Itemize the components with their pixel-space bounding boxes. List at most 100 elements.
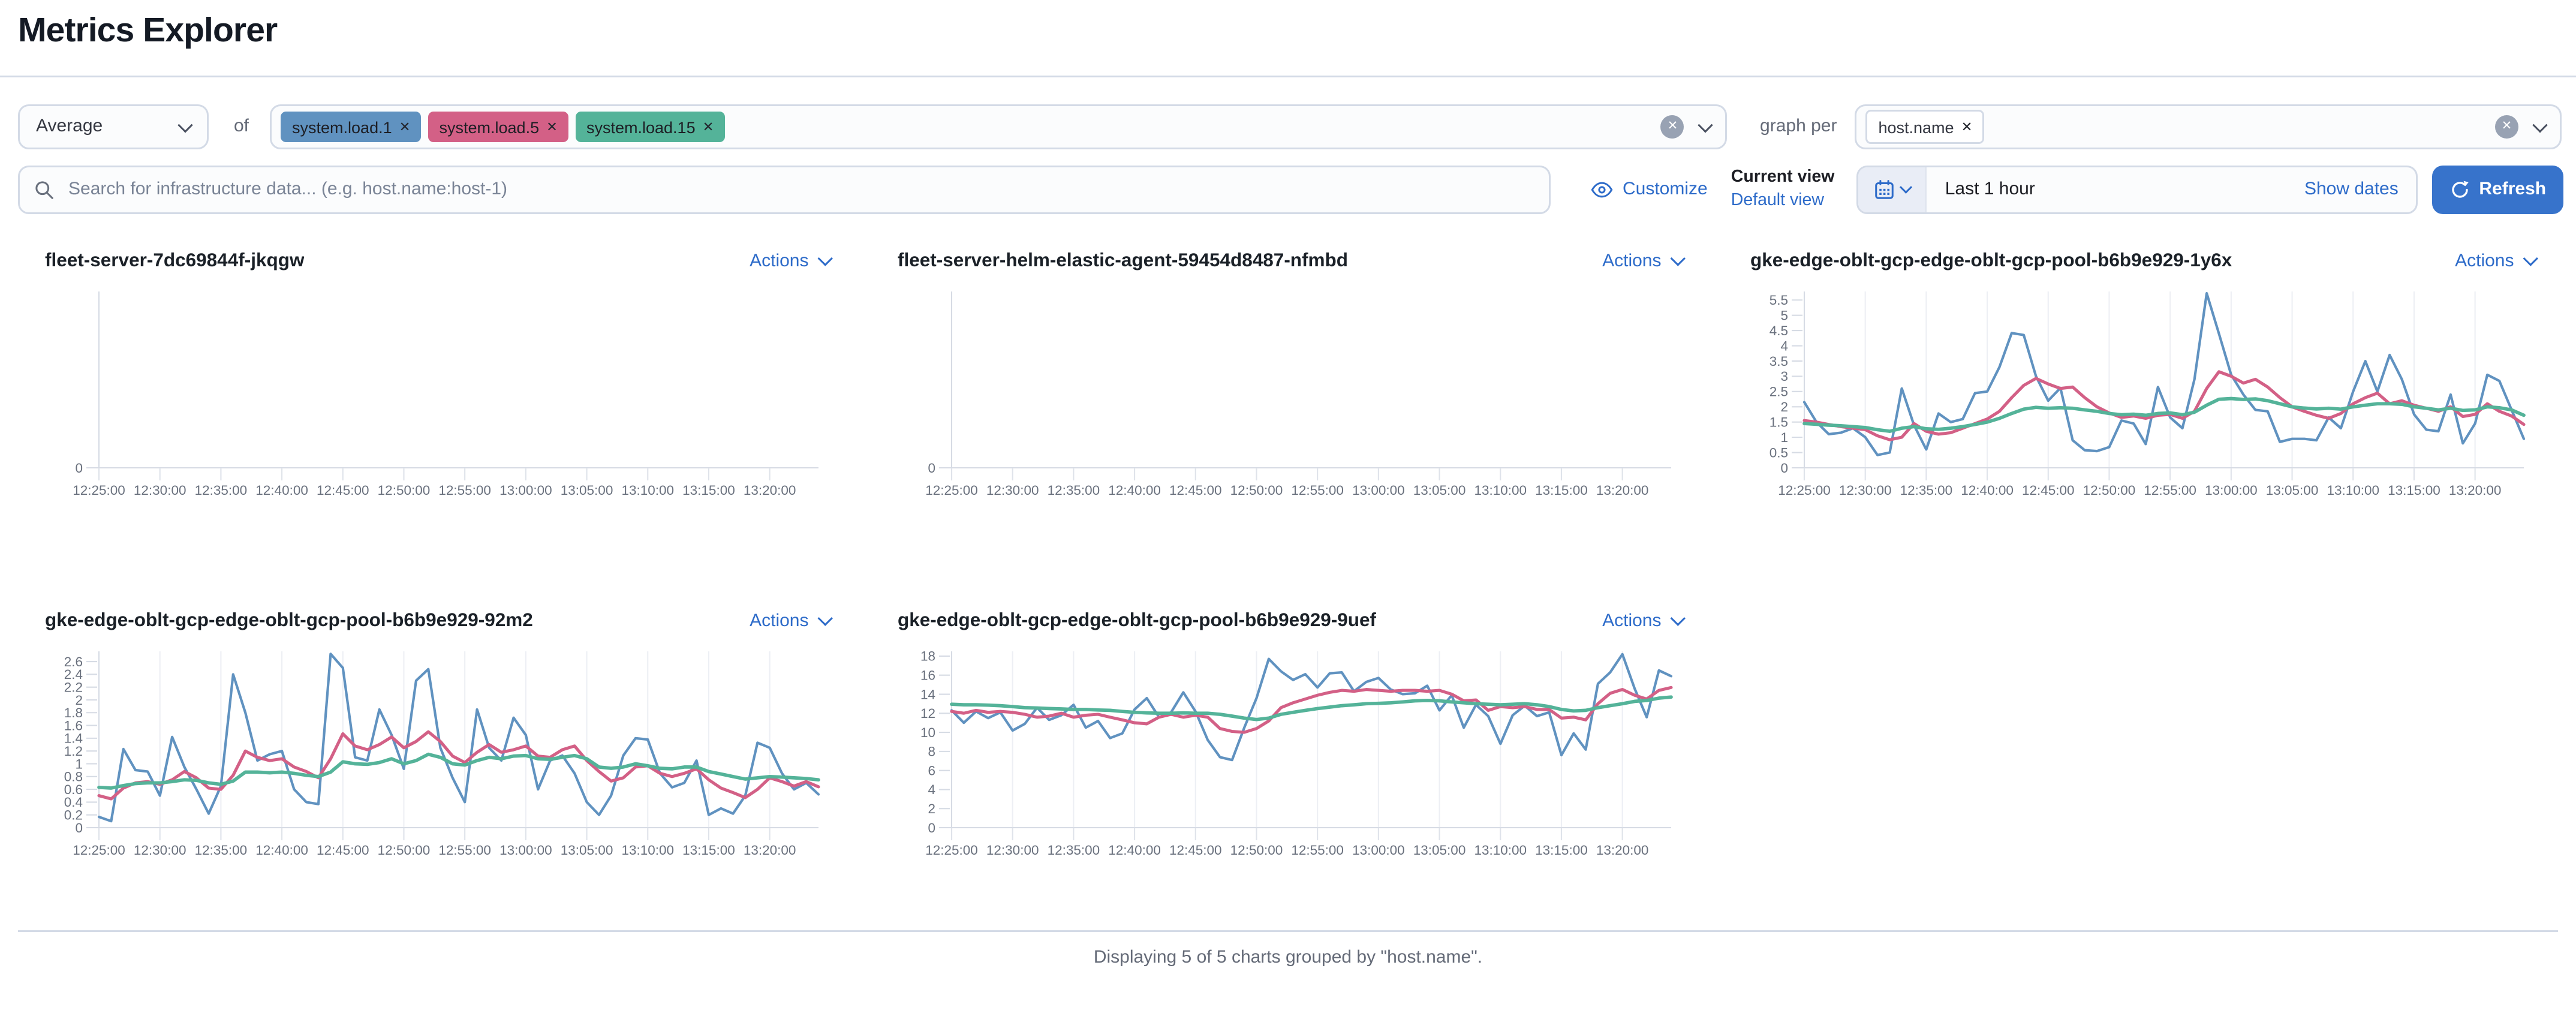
badge-remove-icon[interactable]: ✕ bbox=[1961, 119, 1973, 135]
series-system.load.1 bbox=[1802, 291, 2526, 456]
badge-remove-icon[interactable]: ✕ bbox=[399, 119, 411, 135]
chart-actions-label: Actions bbox=[750, 251, 809, 271]
svg-text:13:00:00: 13:00:00 bbox=[2205, 483, 2258, 498]
header-divider bbox=[0, 76, 2576, 77]
line-chart: 12:25:00 12:30:00 12:35:00 12:40:00 12:45:00… bbox=[920, 649, 1673, 858]
badge-remove-icon[interactable]: ✕ bbox=[702, 119, 714, 135]
svg-text:1: 1 bbox=[75, 756, 83, 771]
metric-badge[interactable]: system.load.5 ✕ bbox=[428, 112, 568, 142]
svg-text:1.5: 1.5 bbox=[1770, 415, 1788, 430]
svg-text:13:05:00: 13:05:00 bbox=[1413, 843, 1466, 858]
chart-actions-menu[interactable]: Actions bbox=[2455, 251, 2537, 271]
svg-text:13:05:00: 13:05:00 bbox=[561, 843, 613, 858]
metric-badge[interactable]: system.load.1 ✕ bbox=[281, 112, 422, 142]
svg-text:13:20:00: 13:20:00 bbox=[744, 483, 796, 498]
page-title: Metrics Explorer bbox=[18, 13, 278, 50]
svg-text:12:30:00: 12:30:00 bbox=[134, 483, 186, 498]
svg-text:12:40:00: 12:40:00 bbox=[1961, 483, 2014, 498]
chart-actions-menu[interactable]: Actions bbox=[1602, 251, 1684, 271]
chart-actions-menu[interactable]: Actions bbox=[1602, 611, 1684, 631]
chevron-down-icon[interactable] bbox=[1698, 116, 1714, 132]
aggregation-select[interactable]: Average bbox=[18, 104, 209, 149]
svg-text:1: 1 bbox=[1780, 430, 1788, 445]
customize-button[interactable]: Customize bbox=[1590, 180, 1708, 200]
quick-select-menu-button[interactable] bbox=[1858, 167, 1927, 212]
metrics-combobox[interactable]: system.load.1 ✕ system.load.5 ✕ system.load.… bbox=[270, 104, 1728, 149]
svg-text:8: 8 bbox=[928, 744, 935, 759]
svg-text:0: 0 bbox=[75, 820, 83, 835]
series-system.load.15 bbox=[950, 695, 1673, 722]
chevron-down-icon bbox=[817, 251, 832, 266]
default-view-link[interactable]: Default view bbox=[1731, 190, 1824, 210]
svg-text:13:15:00: 13:15:00 bbox=[1535, 483, 1588, 498]
query-controls-row: Customize Current view Default view La bbox=[0, 166, 2576, 214]
chart-panel: gke-edge-oblt-gcp-edge-oblt-gcp-pool-b6b… bbox=[898, 603, 1684, 865]
chart-panel: fleet-server-7dc69844f-jkqgw Actions 12:… bbox=[45, 243, 832, 506]
svg-text:12:55:00: 12:55:00 bbox=[2144, 483, 2196, 498]
refresh-button[interactable]: Refresh bbox=[2432, 166, 2564, 214]
svg-text:12:55:00: 12:55:00 bbox=[438, 483, 491, 498]
svg-text:12:50:00: 12:50:00 bbox=[2083, 483, 2136, 498]
chevron-down-icon bbox=[1670, 251, 1684, 266]
svg-text:12:45:00: 12:45:00 bbox=[1169, 483, 1222, 498]
groupby-combobox[interactable]: host.name ✕ ✕ bbox=[1855, 104, 2562, 149]
chart-actions-menu[interactable]: Actions bbox=[750, 611, 832, 631]
svg-text:13:10:00: 13:10:00 bbox=[2327, 483, 2379, 498]
svg-text:13:10:00: 13:10:00 bbox=[621, 483, 674, 498]
calendar-icon bbox=[1874, 180, 1894, 199]
svg-text:13:15:00: 13:15:00 bbox=[1535, 843, 1588, 858]
chart-title: fleet-server-helm-elastic-agent-59454d84… bbox=[898, 250, 1349, 272]
series-system.load.5 bbox=[950, 686, 1673, 734]
svg-text:13:20:00: 13:20:00 bbox=[2449, 483, 2502, 498]
svg-text:12:55:00: 12:55:00 bbox=[1291, 843, 1344, 858]
chevron-down-icon bbox=[817, 611, 832, 626]
clear-metrics-icon[interactable]: ✕ bbox=[1661, 115, 1685, 139]
svg-text:0.2: 0.2 bbox=[64, 807, 83, 822]
svg-text:12:40:00: 12:40:00 bbox=[1108, 483, 1161, 498]
chart-actions-label: Actions bbox=[1602, 611, 1662, 631]
search-box bbox=[18, 166, 1551, 214]
refresh-label: Refresh bbox=[2479, 180, 2547, 200]
svg-text:12:25:00: 12:25:00 bbox=[925, 483, 978, 498]
svg-text:13:15:00: 13:15:00 bbox=[682, 483, 735, 498]
footer-divider bbox=[18, 930, 2558, 932]
svg-text:12:25:00: 12:25:00 bbox=[73, 843, 125, 858]
metric-badge[interactable]: system.load.15 ✕ bbox=[576, 112, 725, 142]
series-system.load.5 bbox=[97, 730, 820, 801]
svg-text:12:25:00: 12:25:00 bbox=[1778, 483, 1831, 498]
show-dates-button[interactable]: Show dates bbox=[2304, 180, 2399, 200]
clear-groupby-icon[interactable]: ✕ bbox=[2495, 115, 2518, 139]
svg-text:12:40:00: 12:40:00 bbox=[255, 483, 308, 498]
svg-text:2.5: 2.5 bbox=[1770, 384, 1788, 399]
svg-text:12:40:00: 12:40:00 bbox=[1108, 843, 1161, 858]
svg-text:12:25:00: 12:25:00 bbox=[73, 483, 125, 498]
svg-text:13:00:00: 13:00:00 bbox=[1352, 483, 1405, 498]
chevron-down-icon bbox=[177, 116, 193, 132]
svg-text:0.5: 0.5 bbox=[1770, 445, 1788, 460]
search-input[interactable] bbox=[65, 178, 1534, 202]
time-range-value[interactable]: Last 1 hour bbox=[1945, 180, 2035, 200]
chart-actions-menu[interactable]: Actions bbox=[750, 251, 832, 271]
groupby-badge[interactable]: host.name ✕ bbox=[1865, 110, 1985, 144]
refresh-icon bbox=[2452, 181, 2469, 198]
chevron-down-icon[interactable] bbox=[2532, 116, 2548, 132]
svg-text:13:15:00: 13:15:00 bbox=[682, 843, 735, 858]
svg-text:5: 5 bbox=[1780, 308, 1788, 323]
svg-text:2.2: 2.2 bbox=[64, 680, 83, 695]
svg-text:4: 4 bbox=[1780, 338, 1788, 353]
chevron-down-icon bbox=[1899, 181, 1912, 194]
svg-text:14: 14 bbox=[920, 687, 935, 702]
svg-text:12:45:00: 12:45:00 bbox=[2022, 483, 2075, 498]
svg-text:12:45:00: 12:45:00 bbox=[1169, 843, 1222, 858]
svg-text:13:10:00: 13:10:00 bbox=[1474, 843, 1527, 858]
of-label: of bbox=[234, 117, 249, 137]
svg-text:12:50:00: 12:50:00 bbox=[378, 843, 431, 858]
svg-text:12:55:00: 12:55:00 bbox=[1291, 483, 1344, 498]
line-chart: 12:25:00 12:30:00 12:35:00 12:40:00 12:45:00… bbox=[64, 651, 820, 858]
svg-text:18: 18 bbox=[920, 649, 935, 664]
svg-text:4.5: 4.5 bbox=[1770, 323, 1788, 338]
series-system.load.1 bbox=[950, 653, 1673, 762]
badge-remove-icon[interactable]: ✕ bbox=[546, 119, 558, 135]
view-switcher: Current view Default view bbox=[1731, 167, 1839, 212]
